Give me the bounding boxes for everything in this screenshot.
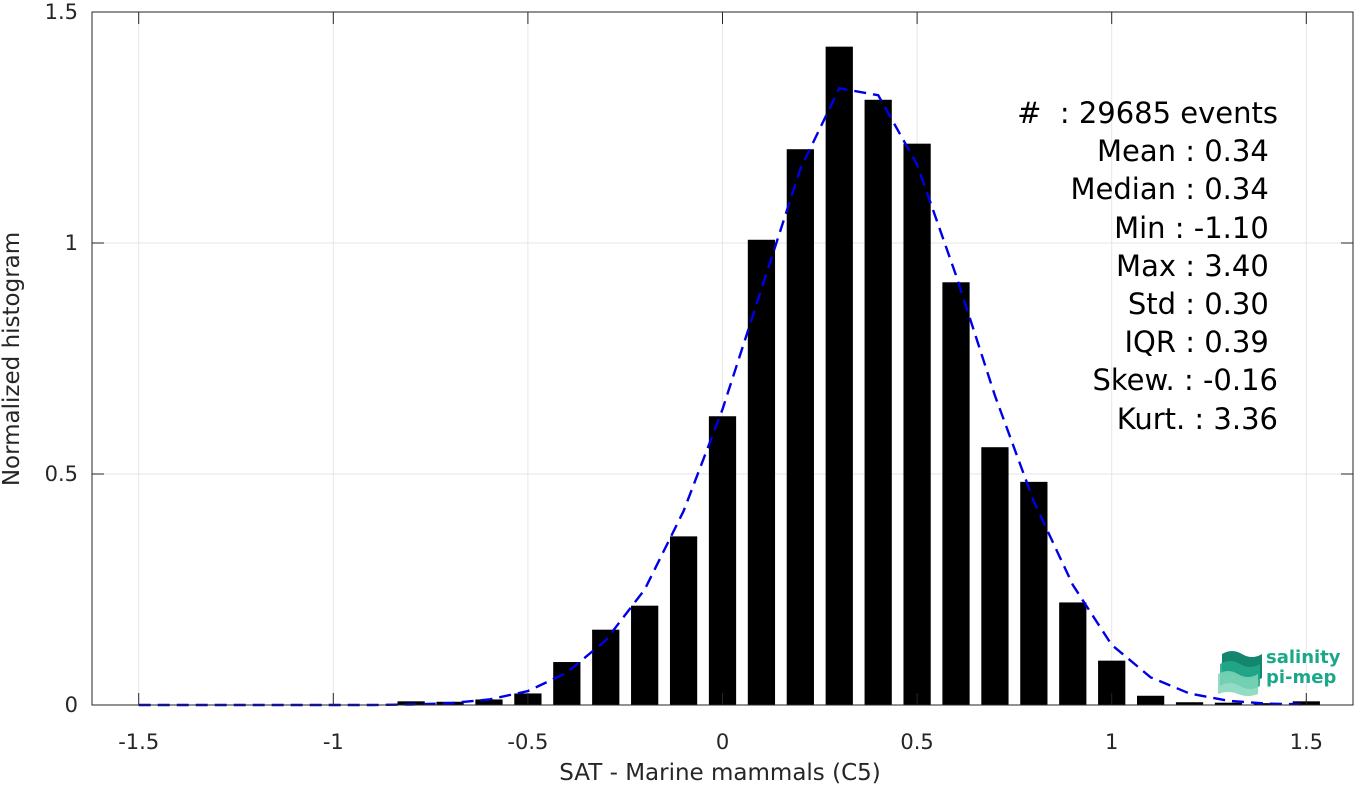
y-tick-label: 0.5 (45, 462, 78, 486)
x-tick-label: -1.5 (118, 730, 159, 754)
histogram-bar (592, 629, 620, 705)
tick-labels: -1.5 -1 -0.5 0 0.5 1 1.5 0 0.5 1 1.5 (45, 0, 1323, 754)
y-tick-label: 0 (65, 693, 78, 717)
x-tick-label: -1 (323, 730, 344, 754)
histogram-bar (553, 662, 581, 705)
logo-text: salinity pi-mep (1266, 648, 1341, 688)
logo-line-1: salinity (1266, 647, 1341, 668)
stat-row: Kurt. : 3.36 (1116, 401, 1278, 436)
histogram-bar (903, 143, 931, 706)
histogram-bar (397, 701, 425, 705)
salinity-pi-mep-logo: salinity pi-mep (1218, 648, 1348, 696)
histogram-bar (631, 605, 659, 705)
stat-row: Mean : 0.34 (1096, 134, 1278, 169)
stat-row: Std : 0.30 (1127, 287, 1278, 322)
histogram-bar (786, 149, 814, 706)
x-tick-label: 1 (1105, 730, 1118, 754)
x-tick-label: 0 (716, 730, 729, 754)
x-tick-label: 0.5 (900, 730, 933, 754)
stat-row: Max : 3.40 (1116, 248, 1278, 283)
histogram-bar (1175, 702, 1204, 705)
axes (91, 11, 1354, 706)
histogram-bar (1214, 702, 1243, 705)
stat-row: Skew. : -0.16 (1092, 363, 1278, 398)
histogram-bar (1253, 703, 1281, 705)
histogram-bar (825, 46, 853, 705)
histogram-bars (397, 46, 1320, 706)
stat-row: # : 29685 events (1017, 96, 1278, 130)
y-tick-label: 1.5 (45, 0, 78, 24)
stat-row: Median : 0.34 (1070, 172, 1278, 207)
stat-row: Min : -1.10 (1114, 210, 1278, 245)
y-tick-label: 1 (65, 231, 78, 255)
statistics-box: # : 29685 events Mean : 0.34 Median : 0.3… (900, 94, 1278, 438)
histogram-bar (1020, 481, 1048, 705)
histogram-bar (1059, 602, 1087, 705)
histogram-bar (669, 536, 698, 705)
histogram-bar (708, 416, 737, 705)
stat-row: IQR : 0.39 (1124, 325, 1278, 360)
histogram-bar (475, 699, 503, 705)
x-axis-label: SAT - Marine mammals (C5) (559, 760, 881, 785)
x-tick-label: 1.5 (1290, 730, 1323, 754)
histogram-bar (747, 239, 776, 706)
histogram-bar (942, 282, 970, 705)
histogram-bar (981, 447, 1009, 705)
histogram-bar (864, 99, 892, 705)
logo-line-2: pi-mep (1266, 667, 1337, 688)
y-axis-label: Normalized histogram (0, 232, 25, 486)
x-tick-label: -0.5 (507, 730, 548, 754)
histogram-bar (1136, 695, 1165, 705)
waves-logo-icon (1218, 651, 1262, 696)
